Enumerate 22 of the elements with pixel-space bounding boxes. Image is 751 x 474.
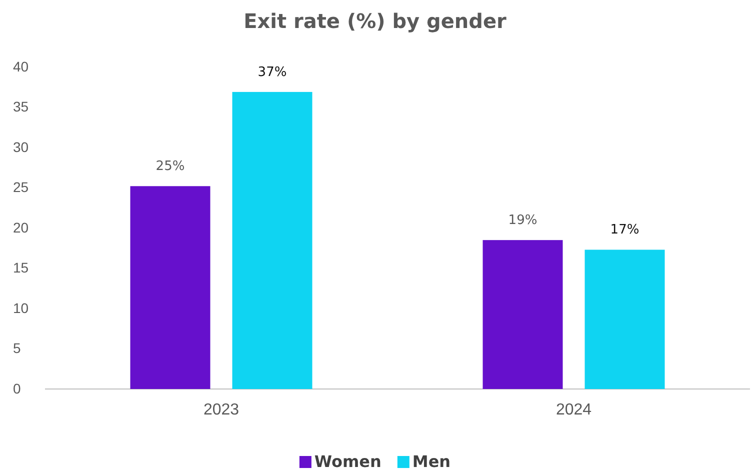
y-tick-label: 20 — [13, 219, 29, 236]
y-tick-label: 35 — [13, 98, 29, 115]
y-tick-label: 40 — [13, 58, 29, 74]
y-tick-label: 25 — [13, 179, 29, 196]
data-label: 19% — [508, 213, 538, 228]
bar — [584, 250, 665, 389]
y-tick-label: 30 — [13, 138, 29, 155]
bar — [130, 186, 210, 389]
y-tick-label: 10 — [13, 300, 29, 316]
y-tick-label: 5 — [13, 340, 21, 356]
chart-title: Exit rate (%) by gender — [244, 9, 507, 33]
bar — [482, 240, 563, 389]
legend-label: Women — [314, 452, 382, 471]
legend-label: Men — [412, 452, 451, 471]
data-label: 25% — [156, 159, 185, 174]
x-tick-label: 2023 — [203, 401, 240, 418]
data-label: 37% — [258, 64, 287, 80]
data-label: 17% — [610, 222, 640, 238]
y-tick-label: 0 — [13, 380, 21, 396]
y-tick-label: 15 — [13, 260, 29, 276]
x-tick-label: 2024 — [556, 401, 592, 418]
bar — [232, 92, 312, 389]
